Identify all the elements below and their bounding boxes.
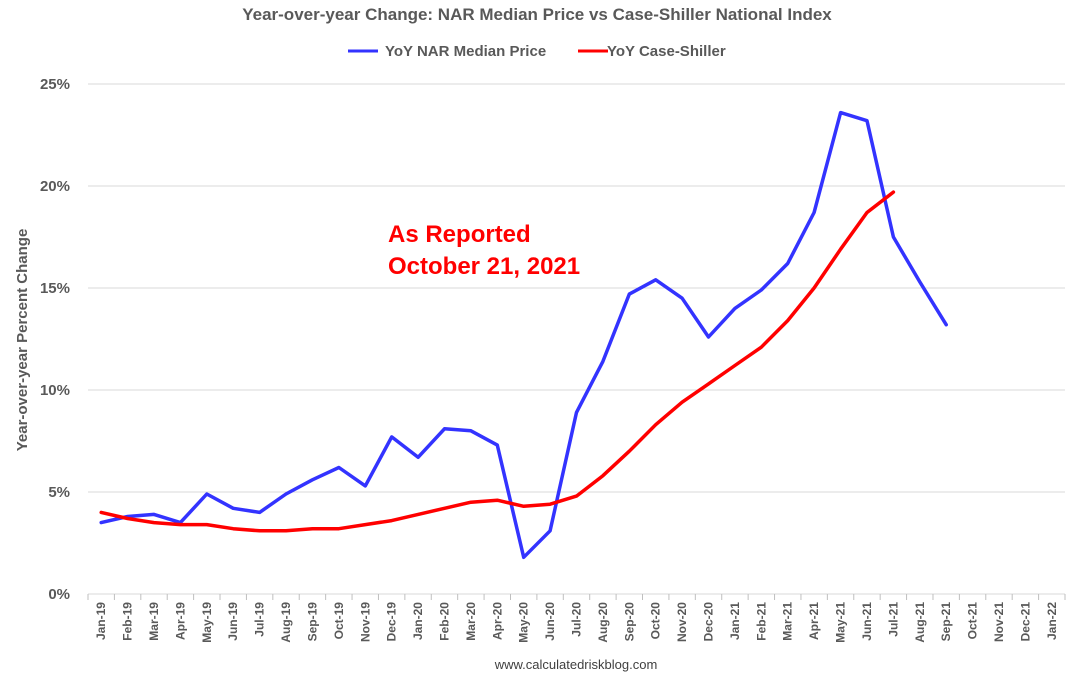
x-tick-label: Nov-20 <box>675 602 689 642</box>
chart-title: Year-over-year Change: NAR Median Price … <box>242 5 832 24</box>
x-tick-label: Dec-19 <box>385 602 399 642</box>
series-lines <box>99 110 948 560</box>
annotation-date: October 21, 2021 <box>388 253 580 280</box>
y-axis-label: Year-over-year Percent Change <box>14 229 31 452</box>
x-tick-label: Jul-19 <box>253 602 267 637</box>
x-axis: Jan-19 Feb-19 Mar-19 Apr-19 May-19 Jun-19 Jul-… <box>87 594 1066 643</box>
x-tick-label: Apr-21 <box>807 602 821 640</box>
x-tick-label: Feb-19 <box>121 602 135 641</box>
x-tick-label: Jul-21 <box>886 602 900 637</box>
x-tick-label: May-19 <box>200 602 214 643</box>
x-tick-label: Nov-21 <box>992 602 1006 642</box>
x-tick-label: May-20 <box>517 602 531 643</box>
x-tick-label: Dec-20 <box>702 602 716 642</box>
x-tick-label: Jul-20 <box>570 602 584 637</box>
x-tick-label: Mar-20 <box>464 602 478 641</box>
x-tick-label: Aug-19 <box>279 602 293 643</box>
x-tick-label: Jun-21 <box>860 602 874 641</box>
x-tick-label: Jan-19 <box>94 602 108 640</box>
x-tick-label: Dec-21 <box>1018 602 1032 642</box>
x-tick-label: Sep-21 <box>939 602 953 642</box>
series-line-case-shiller <box>99 190 896 533</box>
y-tick-label: 5% <box>48 484 70 501</box>
x-tick-label: Jan-20 <box>411 602 425 640</box>
y-tick-label: 20% <box>40 178 70 195</box>
x-tick-label: Apr-19 <box>173 602 187 640</box>
x-tick-label: Aug-21 <box>913 602 927 643</box>
x-tick-label: Mar-21 <box>781 602 795 641</box>
x-tick-label: May-21 <box>834 602 848 643</box>
x-tick-label: Mar-19 <box>147 602 161 641</box>
x-tick-label: Sep-20 <box>622 602 636 642</box>
y-tick-label: 15% <box>40 280 70 297</box>
x-tick-label: Nov-19 <box>358 602 372 642</box>
y-tick-label: 0% <box>48 586 70 603</box>
x-tick-label: Aug-20 <box>596 602 610 643</box>
x-tick-label: Oct-21 <box>966 602 980 640</box>
legend: YoY NAR Median Price YoY Case-Shiller <box>348 43 726 60</box>
x-tick-label: Feb-21 <box>754 602 768 641</box>
x-tick-label: Jun-20 <box>543 602 557 641</box>
legend-label-case-shiller: YoY Case-Shiller <box>607 43 726 60</box>
source-credit: www.calculatedriskblog.com <box>494 657 658 672</box>
x-tick-label: Sep-19 <box>305 602 319 642</box>
x-tick-label: Jan-22 <box>1045 602 1059 640</box>
x-tick-label: Oct-20 <box>649 602 663 640</box>
x-tick-label: Feb-20 <box>437 602 451 641</box>
y-tick-label: 10% <box>40 382 70 399</box>
x-tick-label: Apr-20 <box>490 602 504 640</box>
x-tick-label: Jan-21 <box>728 602 742 640</box>
x-tick-label: Oct-19 <box>332 602 346 640</box>
x-tick-label: Jun-19 <box>226 602 240 641</box>
y-tick-label: 25% <box>40 76 70 93</box>
gridlines <box>88 83 1065 595</box>
legend-label-nar: YoY NAR Median Price <box>385 43 546 60</box>
annotation-as-reported: As Reported <box>388 221 531 248</box>
y-axis-ticks: 0% 5% 10% 15% 20% 25% <box>40 76 70 603</box>
series-line-nar-median-price <box>99 110 948 560</box>
